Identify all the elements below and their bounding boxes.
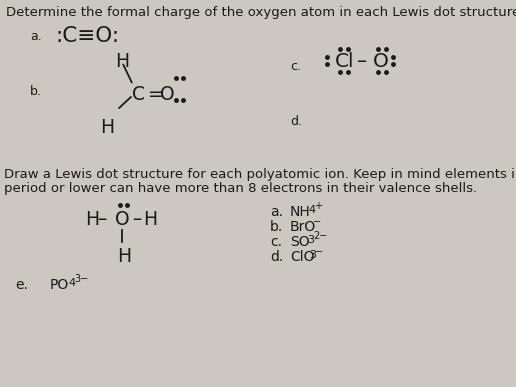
Text: BrO: BrO (290, 220, 316, 234)
Text: –: – (357, 52, 367, 71)
Text: Draw a Lewis dot structure for each polyatomic ion. Keep in mind elements i: Draw a Lewis dot structure for each poly… (4, 168, 515, 181)
Text: a.: a. (30, 30, 42, 43)
Text: b.: b. (270, 220, 283, 234)
Text: H: H (85, 210, 99, 229)
Text: period or lower can have more than 8 electrons in their valence shells.: period or lower can have more than 8 ele… (4, 182, 477, 195)
Text: H: H (100, 118, 114, 137)
Text: d.: d. (270, 250, 283, 264)
Text: e.: e. (15, 278, 28, 292)
Text: Cl: Cl (335, 52, 354, 71)
Text: C: C (132, 85, 145, 104)
Text: =: = (148, 85, 164, 104)
Text: H: H (115, 52, 129, 71)
Text: a.: a. (270, 205, 283, 219)
Text: O: O (373, 52, 389, 71)
Text: 3: 3 (309, 250, 316, 260)
Text: –: – (97, 210, 106, 229)
Text: O: O (160, 85, 174, 104)
Text: b.: b. (30, 85, 42, 98)
Text: 3: 3 (307, 235, 314, 245)
Text: 4: 4 (68, 278, 75, 288)
Text: −: − (315, 247, 323, 257)
Text: O: O (115, 210, 130, 229)
Text: Determine the formal charge of the oxygen atom in each Lewis dot structure.: Determine the formal charge of the oxyge… (6, 6, 516, 19)
Text: NH: NH (290, 205, 311, 219)
Text: c.: c. (270, 235, 282, 249)
Text: ClO: ClO (290, 250, 314, 264)
Text: 3−: 3− (74, 274, 88, 284)
Text: H: H (117, 247, 131, 266)
Text: 2−: 2− (313, 231, 327, 241)
Text: +: + (314, 201, 322, 211)
Text: c.: c. (290, 60, 301, 73)
Text: :C≡O:: :C≡O: (55, 26, 119, 46)
Text: H: H (143, 210, 157, 229)
Text: –: – (132, 210, 141, 229)
Text: PO: PO (50, 278, 69, 292)
Text: 4: 4 (308, 205, 315, 215)
Text: d.: d. (290, 115, 302, 128)
Text: SO: SO (290, 235, 310, 249)
Text: −: − (313, 217, 321, 227)
